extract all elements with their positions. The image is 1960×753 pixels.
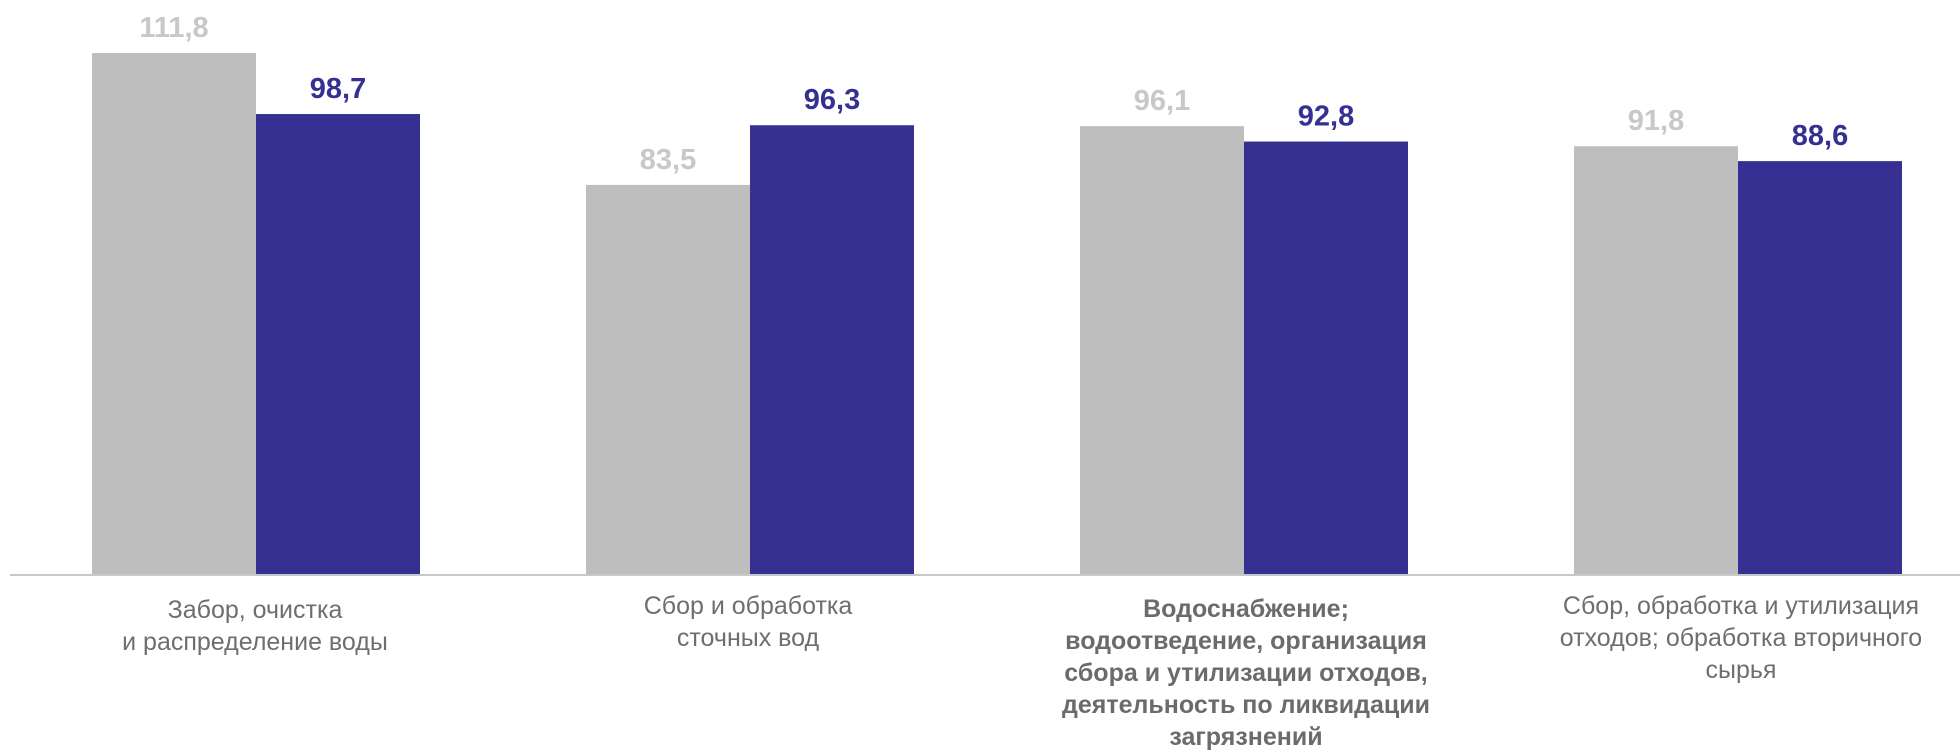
bar-series-2: [1244, 141, 1408, 574]
bar-series-2: [750, 125, 914, 575]
data-label: 96,3: [804, 84, 860, 116]
data-label: 83,5: [640, 144, 696, 176]
category-label: Водоснабжение; водоотведение, организаци…: [1062, 595, 1430, 751]
bar-series-1: [92, 53, 256, 574]
bar-series-2: [256, 114, 420, 574]
data-label: 96,1: [1134, 85, 1190, 117]
bar-series-1: [1080, 126, 1244, 574]
category-label: Забор, очистка и распределение воды: [122, 596, 388, 656]
data-label: 98,7: [310, 73, 366, 105]
data-label: 91,8: [1628, 105, 1684, 137]
data-label: 111,8: [139, 12, 208, 44]
bar-series-1: [1574, 146, 1738, 574]
data-label: 88,6: [1792, 120, 1848, 152]
data-label: 92,8: [1298, 101, 1354, 133]
bar-series-2: [1738, 161, 1902, 574]
category-label: Сбор, обработка и утилизация отходов; об…: [1559, 592, 1923, 684]
bar-series-1: [586, 184, 750, 574]
category-label: Сбор и обработка сточных вод: [643, 592, 853, 652]
